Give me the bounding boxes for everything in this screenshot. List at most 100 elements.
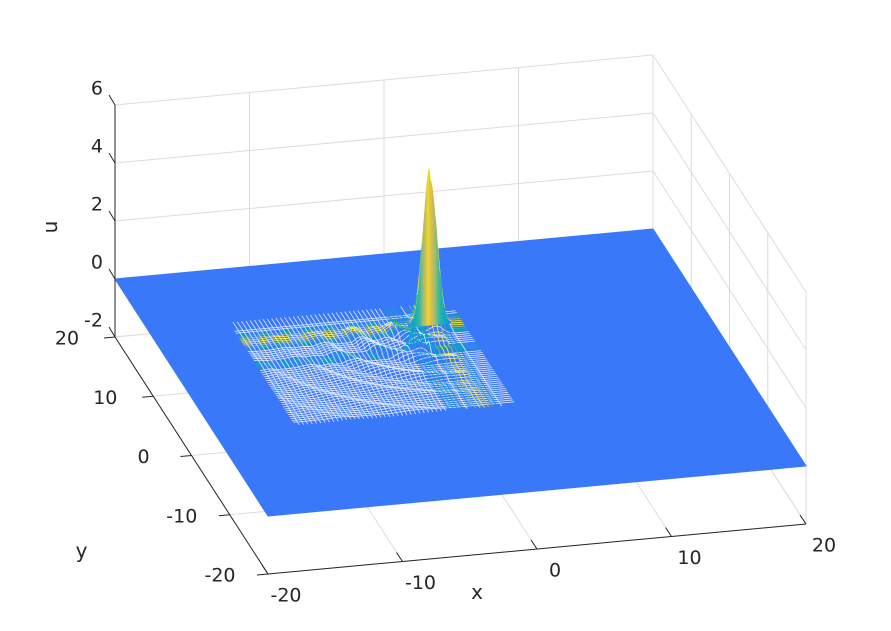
mesh-line	[289, 395, 511, 418]
mesh-line	[335, 312, 404, 416]
mesh-line	[254, 319, 322, 424]
mesh-line	[344, 311, 412, 415]
mesh-line	[255, 323, 477, 364]
mesh-line	[396, 306, 464, 410]
peak-strip	[449, 321, 452, 324]
mesh-line	[365, 309, 434, 413]
z-tick-label: 4	[91, 136, 103, 158]
mesh-line	[293, 401, 515, 423]
mesh-line	[331, 312, 399, 417]
mesh-line	[348, 311, 417, 415]
y-tick-label: 0	[137, 446, 149, 468]
z-tick-mark	[108, 210, 116, 222]
mesh-line	[268, 363, 490, 385]
y-tick-label: 10	[93, 387, 117, 409]
y-tick-mark	[180, 455, 192, 457]
mesh-line	[267, 361, 489, 383]
mesh-line	[318, 313, 386, 418]
y-tick-mark	[256, 573, 269, 576]
mesh-line	[275, 374, 498, 396]
y-tick-label: -10	[166, 505, 197, 527]
mesh-line	[258, 319, 326, 423]
mesh-line	[258, 333, 480, 370]
x-tick-mark	[665, 527, 672, 537]
mesh-line	[409, 244, 477, 409]
y-tick-mark	[142, 395, 154, 398]
mesh-line	[264, 357, 487, 380]
z-tick-label: 2	[91, 194, 103, 216]
grid-line	[652, 170, 807, 409]
y-tick-label: 20	[55, 328, 79, 350]
mesh-line	[252, 336, 474, 360]
grid-line	[114, 170, 654, 222]
y-tick-mark	[218, 514, 230, 517]
mesh-line	[283, 386, 505, 408]
z-tick-mark	[108, 152, 116, 164]
grid-line	[652, 54, 807, 293]
mesh-line	[282, 384, 504, 406]
mesh-line	[374, 308, 442, 412]
x-tick-mark	[799, 514, 807, 525]
z-tick-mark	[108, 94, 116, 106]
mesh-line	[257, 314, 479, 368]
mesh-line	[271, 367, 493, 389]
mesh-line	[310, 314, 378, 419]
x-tick-label: 0	[549, 560, 561, 582]
x-tick-label: 10	[677, 547, 701, 569]
mesh-line	[292, 316, 361, 420]
mesh-line	[285, 389, 507, 412]
mesh-line	[383, 307, 451, 411]
mesh-line	[284, 317, 352, 420]
mesh-line	[266, 359, 488, 382]
mesh-line	[391, 307, 460, 410]
grid-line	[652, 112, 807, 351]
x-axis-label: x	[471, 580, 483, 604]
mesh-line	[266, 318, 335, 423]
grid-line	[114, 112, 654, 164]
mesh-line	[288, 316, 356, 420]
x-tick-mark	[396, 552, 403, 562]
mesh-line	[297, 315, 365, 420]
mesh-line	[279, 317, 348, 421]
mesh-line	[284, 388, 506, 410]
z-tick-label: 6	[91, 78, 103, 100]
mesh-line	[288, 393, 510, 416]
x-tick-label: -10	[405, 572, 436, 594]
mesh-line	[286, 391, 509, 414]
mesh-line	[253, 337, 476, 362]
mesh-line	[387, 307, 455, 411]
grid-line	[114, 54, 654, 106]
mesh-line	[404, 294, 472, 409]
mesh-line	[353, 310, 421, 414]
mesh-line	[273, 371, 495, 393]
mesh-line	[378, 308, 447, 411]
mesh-line	[280, 382, 503, 404]
z-tick-mark	[108, 268, 116, 280]
y-tick-mark	[103, 336, 116, 339]
mesh-line	[247, 325, 469, 352]
mesh-line	[357, 310, 425, 414]
mesh-line	[232, 321, 300, 425]
z-tick-label: 0	[91, 252, 103, 274]
mesh-line	[241, 321, 309, 425]
x-tick-label: 20	[812, 535, 836, 557]
mesh-line	[361, 309, 429, 413]
mesh-line	[249, 320, 318, 424]
mesh-line	[271, 318, 339, 422]
mesh-line	[305, 315, 373, 419]
z-axis-label: u	[38, 221, 62, 234]
x-tick-label: -20	[270, 585, 301, 607]
mesh-line	[262, 319, 330, 423]
mesh-line	[259, 347, 482, 372]
x-tick-mark	[530, 539, 538, 550]
peak-mesh	[232, 168, 515, 425]
mesh-line	[370, 309, 438, 412]
mesh-line	[400, 306, 468, 410]
mesh-line	[290, 397, 512, 420]
mesh-line	[291, 399, 514, 421]
mesh-line	[245, 320, 313, 425]
mesh-line	[301, 315, 369, 419]
mesh-line	[269, 365, 491, 387]
y-tick-label: -20	[204, 565, 235, 587]
